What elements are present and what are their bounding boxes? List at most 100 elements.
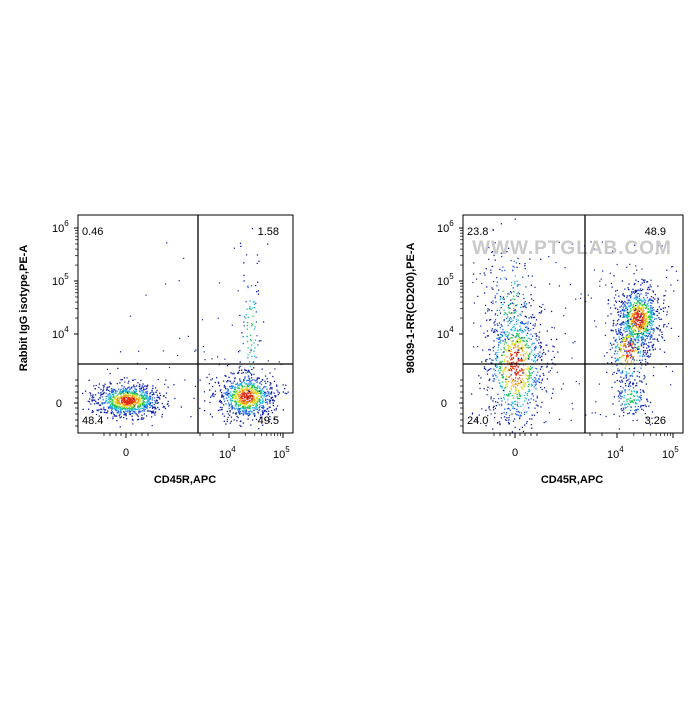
plot-2-cd45r-pos-low-event	[644, 376, 646, 378]
plot-2-background-event	[494, 407, 496, 409]
plot-2-cd200-pos-event	[661, 337, 664, 339]
plot-2-quadrant-top-right: 48.9	[645, 226, 666, 238]
plot-1-cd45r-pos-event	[250, 388, 252, 390]
plot-2-cd45r-neg-event	[556, 338, 558, 340]
plot-2-cd45r-neg-event	[517, 373, 519, 375]
plot-1-cd45r-neg-event	[154, 408, 156, 410]
plot-2-cd45r-neg-event	[517, 405, 519, 408]
plot-2-background-event	[490, 413, 492, 415]
plot-1-cd45r-pos-event	[243, 409, 245, 412]
plot-1-streak-event	[257, 290, 259, 292]
plot-2-background-event	[665, 290, 667, 292]
plot-1-background-top-event	[217, 317, 219, 319]
plot-2-cd200-pos-event	[625, 314, 627, 316]
plot-1-streak-event	[249, 306, 251, 308]
plot-2-cd45r-neg-event	[528, 374, 530, 377]
plot-2-cd45r-neg-event	[516, 371, 519, 373]
plot-2-background-event	[561, 388, 563, 390]
plot-1-cd45r-neg-event	[154, 414, 156, 416]
plot-2-cd45r-neg-event	[492, 380, 494, 382]
plot-2-cd45r-pos-low-event	[624, 404, 626, 406]
plot-2-cd200-pos-event	[657, 340, 659, 342]
plot-2-cd45r-pos-low-event	[618, 400, 620, 402]
plot-1-streak-event	[249, 300, 251, 302]
plot-1-cd45r-pos-event	[230, 386, 232, 388]
plot-2-cd45r-neg-event	[505, 380, 507, 382]
plot-2-cd200-pos-event	[649, 302, 652, 304]
plot-2-cd45r-neg-tail-event	[485, 268, 487, 270]
plot-1-cd45r-neg-event	[131, 395, 133, 397]
plot-1-cd45r-pos-event	[232, 394, 235, 396]
plot-2-cd45r-neg-event	[492, 406, 494, 409]
plot-1-cd45r-neg-event	[151, 389, 153, 391]
plot-2-background-event	[510, 292, 513, 294]
plot-2-cd200-pos-event	[650, 319, 652, 321]
plot-2-cd45r-neg-event	[532, 381, 534, 383]
plot-2-cd45r-neg-event	[546, 344, 548, 346]
plot-2-cd45r-neg-event	[535, 388, 537, 390]
plot-1-cd45r-pos-event	[258, 390, 260, 392]
plot-1-cd45r-pos-event	[240, 425, 242, 428]
plot-2-cd45r-neg-event	[499, 338, 501, 340]
plot-2-cd200-pos-event	[631, 327, 633, 329]
plot-2-cd200-pos-event	[619, 333, 622, 335]
plot-2-cd200-pos-event	[646, 329, 648, 331]
plot-1-cd45r-neg-event	[148, 399, 150, 401]
plot-2-cd200-pos-tail-event	[625, 346, 627, 348]
plot-2-cd45r-neg-event	[498, 338, 500, 340]
plot-1-cd45r-pos-event	[231, 385, 233, 387]
plot-2-cd200-pos-event	[633, 342, 635, 345]
plot-1-cd45r-pos-event	[270, 387, 272, 389]
plot-2-cd45r-pos-low-event	[634, 406, 636, 408]
plot-1-cd45r-neg-event	[142, 383, 144, 385]
plot-2-cd200-pos-tail-event	[622, 321, 624, 324]
plot-1-cd45r-pos-event	[262, 405, 264, 408]
plot-1-cd45r-neg-event	[167, 400, 169, 403]
plot-1-cd45r-neg-event	[137, 418, 140, 420]
plot-1-cd45r-neg-event	[139, 385, 141, 387]
plot-2-background-event	[549, 370, 551, 372]
plot-2-cd45r-neg-event	[518, 347, 520, 349]
plot-1-cd45r-neg-event	[121, 396, 124, 398]
plot-2-cd200-pos-event	[635, 319, 637, 321]
plot-2-cd200-pos-event	[648, 315, 650, 317]
plot-2-cd200-pos-event	[645, 343, 647, 345]
plot-2-cd45r-neg-event	[510, 385, 513, 387]
plot-2-cd45r-neg-event	[511, 366, 514, 368]
plot-1-cd45r-neg-event	[116, 406, 118, 408]
plot-2-cd45r-neg-event	[511, 401, 513, 403]
plot-2-background-event	[636, 269, 638, 271]
plot-2-cd45r-pos-low-event	[635, 392, 638, 394]
plot-2-cd200-pos-event	[650, 315, 652, 317]
plot-2-cd200-pos-event	[668, 306, 670, 308]
plot-2-cd200-pos-event	[638, 316, 640, 318]
plot-2-cd200-pos-event	[656, 339, 658, 341]
plot-2-cd200-pos-event	[648, 316, 650, 319]
plot-1-cd45r-neg-event	[144, 397, 146, 399]
plot-1-cd45r-pos-event	[245, 396, 248, 398]
plot-1-cd45r-pos-event	[229, 414, 231, 416]
plot-2-cd45r-neg-event	[536, 360, 538, 362]
plot-1-cd45r-neg-event	[140, 405, 142, 407]
plot-1-cd45r-pos-event	[251, 392, 253, 394]
plot-1-cd45r-pos-event	[246, 383, 248, 385]
plot-1-cd45r-pos-event	[252, 401, 254, 403]
plot-1-cd45r-neg-event	[151, 412, 153, 414]
plot-2-cd45r-neg-event	[552, 388, 554, 390]
plot-2-cd200-pos-tail-event	[620, 347, 622, 349]
plot-2-cd200-pos-tail-event	[639, 350, 642, 353]
plot-2-background-event	[591, 412, 593, 414]
plot-1-cd45r-pos-event	[219, 399, 221, 402]
plot-2-cd45r-neg-event	[540, 341, 542, 344]
plot-1-cd45r-pos-event	[234, 391, 236, 394]
plot-1-cd45r-pos-event	[256, 377, 258, 379]
plot-1-cd45r-pos-event	[230, 397, 232, 400]
plot-2-cd45r-neg-event	[535, 382, 537, 384]
plot-2-cd200-pos-event	[626, 330, 628, 332]
plot-1-cd45r-pos-event	[230, 388, 232, 390]
plot-1-cd45r-neg-event	[126, 392, 129, 394]
plot-1-cd45r-pos-event	[261, 379, 264, 381]
plot-2-cd45r-neg-event	[492, 400, 494, 402]
plot-2-cd45r-neg-event	[517, 348, 519, 351]
plot-2-cd200-pos-event	[635, 298, 637, 301]
